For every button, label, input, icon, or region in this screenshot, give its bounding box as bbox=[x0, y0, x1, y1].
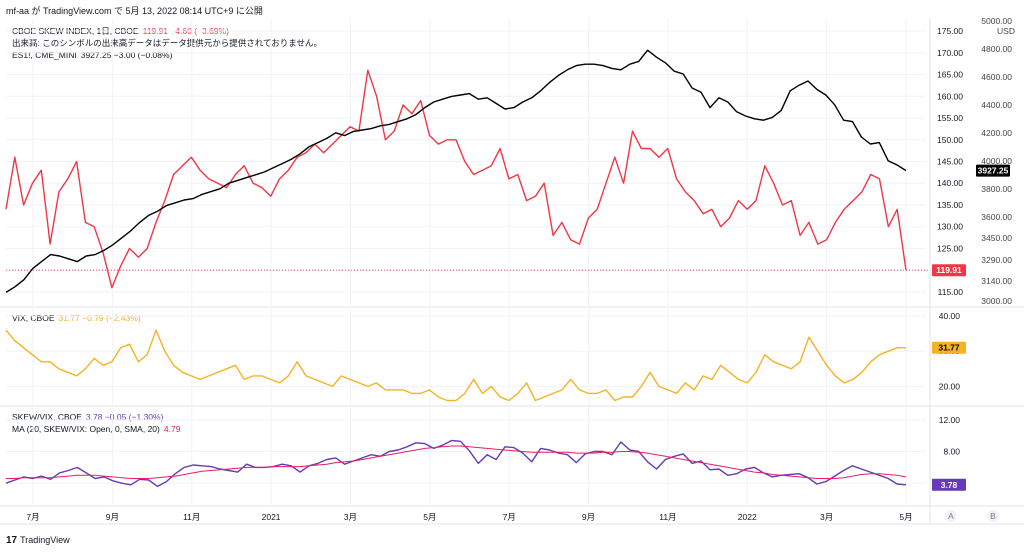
vix-axis-tick: 40.00 bbox=[939, 311, 961, 321]
es-last-value-badge: 3927.25 bbox=[978, 166, 1009, 176]
time-axis-label: 11月 bbox=[659, 512, 676, 522]
series-line-vix[interactable] bbox=[5, 329, 906, 402]
right-axis-tick: 3600.00 bbox=[981, 212, 1012, 222]
axis-button-b-bg[interactable] bbox=[987, 510, 999, 522]
left-axis-tick: 125.00 bbox=[937, 243, 963, 253]
time-axis-label: 5月 bbox=[423, 512, 436, 522]
left-axis-tick: 135.00 bbox=[937, 200, 963, 210]
axes-layer: 7月 9月 11月 2021 3月 5月 7月 9月 11月 2022 3月 5月 175.00 170.… bbox=[26, 16, 1015, 522]
legend-volume-label: 出来高: このシンボルの出来高データはデータ提供元から提供されておりません。 bbox=[12, 38, 322, 48]
time-axis-label: 11月 bbox=[183, 512, 200, 522]
left-axis-tick: 150.00 bbox=[937, 135, 963, 145]
right-axis-tick: 4200.00 bbox=[981, 128, 1012, 138]
skew-last-value-badge: 119.91 bbox=[936, 265, 962, 275]
ratio-axis-tick: 12.00 bbox=[939, 415, 961, 425]
tradingview-logo-icon: 17 bbox=[6, 535, 18, 546]
series-line-skew-vix[interactable] bbox=[5, 439, 907, 488]
vix-last-value-badge-bg bbox=[932, 341, 966, 354]
right-axis-tick: 4000.00 bbox=[981, 156, 1012, 166]
legend-es-label: ES1!, CME_MINI bbox=[12, 50, 77, 60]
time-axis-label: 9月 bbox=[582, 512, 595, 522]
axis-button-b: B bbox=[990, 511, 996, 521]
vix-axis-tick: 20.00 bbox=[939, 381, 961, 391]
left-axis-tick: 155.00 bbox=[937, 113, 963, 123]
legend-ma[interactable]: MA (20, SKEW/VIX: Open, 0, SMA, 20) 4.79 bbox=[12, 424, 180, 435]
time-axis-label: 2022 bbox=[738, 512, 757, 522]
right-axis-tick: 3450.00 bbox=[981, 233, 1012, 243]
publish-header: mf-aa が TradingView.com で 5月 13, 2022 08… bbox=[6, 6, 263, 16]
ratio-last-value-badge: 3.78 bbox=[941, 480, 958, 490]
legend-es[interactable]: ES1!, CME_MINI 3927.25 −3.00 (−0.08%) bbox=[12, 50, 172, 61]
right-axis-unit: USD bbox=[997, 26, 1015, 36]
time-axis-label: 5月 bbox=[899, 512, 912, 522]
footer-brand-name: TradingView bbox=[20, 535, 70, 545]
ratio-axis-tick: 8.00 bbox=[943, 447, 960, 457]
right-axis-tick: 4600.00 bbox=[981, 72, 1012, 82]
left-axis-tick: 160.00 bbox=[937, 91, 963, 101]
right-axis-tick: 4400.00 bbox=[981, 100, 1012, 110]
legend-es-value: 3927.25 −3.00 (−0.08%) bbox=[80, 50, 173, 60]
right-axis-tick: 3000.00 bbox=[981, 296, 1012, 306]
ratio-last-value-badge-bg bbox=[932, 478, 966, 491]
legend-ratio-label: SKEW/VIX, CBOE bbox=[12, 412, 82, 422]
right-axis-tick: 3800.00 bbox=[981, 184, 1012, 194]
right-axis-tick: 5000.00 bbox=[981, 16, 1012, 26]
legend-vix-value: 31.77 −0.79 (−2.43%) bbox=[58, 313, 141, 323]
left-axis-tick: 130.00 bbox=[937, 222, 963, 232]
left-axis-tick: 140.00 bbox=[937, 178, 963, 188]
time-axis-label: 2021 bbox=[262, 512, 281, 522]
grid-layer bbox=[0, 18, 1024, 525]
axis-button-a-bg[interactable] bbox=[945, 510, 957, 522]
series-layer bbox=[5, 49, 928, 488]
time-axis-label: 3月 bbox=[820, 512, 833, 522]
right-axis-tick: 3290.00 bbox=[981, 255, 1012, 265]
series-line-ma-20-skew-vix-open-0-sma-20[interactable] bbox=[6, 445, 907, 479]
time-axis-label: 9月 bbox=[106, 512, 119, 522]
legend-ma-value: 4.79 bbox=[163, 424, 181, 434]
right-axis-tick: 4800.00 bbox=[981, 44, 1012, 54]
vix-last-value-badge: 31.77 bbox=[938, 343, 960, 353]
time-axis-label: 7月 bbox=[503, 512, 516, 522]
right-axis-tick: 3140.00 bbox=[981, 276, 1012, 286]
legend-ratio-value: 3.78 −0.05 (−1.30%) bbox=[85, 412, 164, 422]
skew-last-value-badge-bg bbox=[932, 264, 966, 277]
footer-brand[interactable]: 17 TradingView bbox=[6, 535, 70, 546]
left-axis-tick: 165.00 bbox=[937, 70, 963, 80]
time-axis-label: 3月 bbox=[344, 512, 357, 522]
left-axis-tick: 170.00 bbox=[937, 48, 963, 58]
series-line-es1-cme-mini[interactable] bbox=[5, 49, 907, 293]
axis-button-a: A bbox=[948, 511, 954, 521]
legend-ratio[interactable]: SKEW/VIX, CBOE 3.78 −0.05 (−1.30%) bbox=[12, 412, 163, 423]
left-axis-tick: 175.00 bbox=[937, 26, 963, 36]
left-axis-tick: 115.00 bbox=[938, 287, 964, 297]
legend-ma-label: MA (20, SKEW/VIX: Open, 0, SMA, 20) bbox=[12, 424, 160, 434]
left-axis-tick: 145.00 bbox=[937, 157, 963, 167]
time-axis-label: 7月 bbox=[26, 512, 39, 522]
es-last-value-badge-bg bbox=[976, 164, 1010, 177]
legend-volume: 出来高: このシンボルの出来高データはデータ提供元から提供されておりません。 bbox=[12, 38, 322, 49]
series-line-cboe-skew-index[interactable] bbox=[5, 69, 907, 289]
